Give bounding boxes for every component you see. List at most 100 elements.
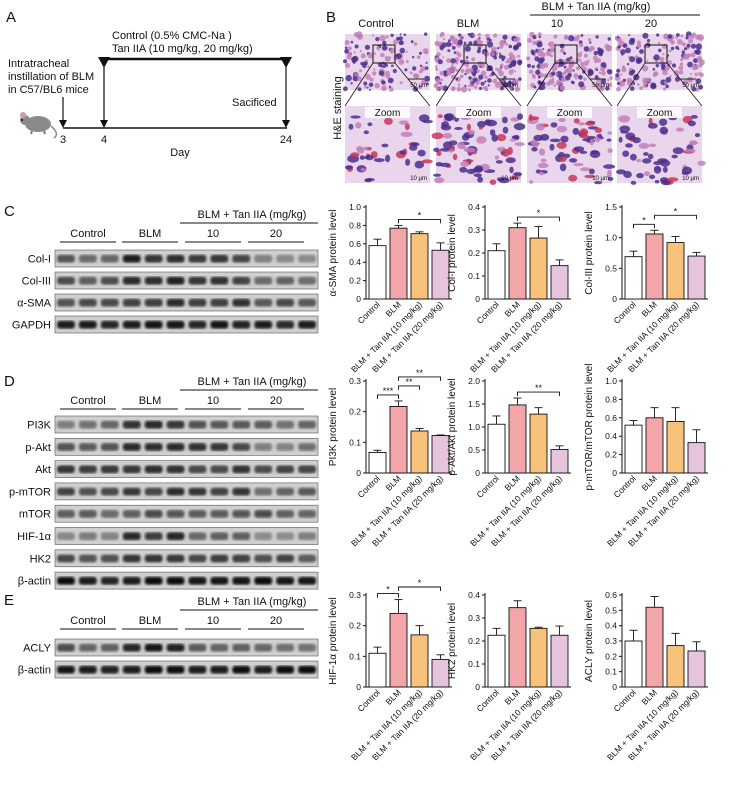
blot-band [78,254,97,263]
blot-band [276,420,295,429]
y-axis-label: Col-III protein level [584,211,595,294]
blot-band [232,420,251,429]
blot-group-label: BLM [139,228,162,240]
significance-label: * [537,208,541,218]
histology-image: 50 μm [342,31,431,92]
blot-band [122,254,141,263]
blot-strip [54,482,319,501]
blot-band [276,443,295,451]
bar [410,634,429,688]
scale-bar-label: 50 μm [410,83,427,89]
y-tick-label: 0 [356,294,361,304]
bar [508,227,527,300]
blot-band [254,420,273,429]
blot-band [78,320,97,329]
y-tick-label: 0.4 [468,202,480,212]
blot-band [122,665,141,674]
blot-band [276,554,295,563]
blot-band [232,298,251,307]
blot-band [210,443,229,451]
y-tick-label: 0.8 [605,394,617,404]
blot-band [254,443,273,451]
blot-group-label: BLM [139,615,162,627]
blot-band [144,276,163,285]
blot-band [188,510,207,518]
band-label: HIF-1α [17,531,52,543]
band-label: Col-I [28,254,51,266]
blot-band [144,532,163,541]
panel-letter-e: E [4,592,14,609]
blot-band [276,532,295,541]
blot-band [144,665,163,674]
blot-group-label: 10 [207,228,219,240]
blot-band [122,576,141,585]
blot-band [57,276,75,285]
day-axis-label: Day [170,147,190,159]
day-tick-4: 4 [101,134,107,146]
blot-band [100,420,119,429]
band-label: Col-III [22,276,51,288]
blot-band [166,276,185,285]
y-tick-label: 0.5 [605,605,617,615]
zoom-region-box [463,44,487,64]
bar [666,421,685,474]
y-axis-label: Col-I protein level [447,214,458,292]
bar [550,265,569,300]
blot-band [298,665,316,674]
blot-band [122,554,141,563]
histology-row-label: H&E staining [332,76,344,140]
y-tick-label: 1.0 [605,376,617,386]
y-tick-label: 0.4 [605,621,617,631]
blot-band [232,576,251,585]
bar [550,634,569,688]
day-tick-24: 24 [280,134,292,146]
blot-band [254,510,273,518]
blot-band [210,487,229,496]
significance-bracket [654,214,697,220]
histology-image: 50 μm [433,32,523,93]
significance-label: ** [535,383,543,393]
blot-band [78,665,97,674]
scale-bar-label: 50 μm [501,83,518,89]
instillation-line-3: in C57/BL6 mice [8,84,89,96]
blot-band [100,643,119,652]
blot-band [78,465,97,474]
blot-band [144,443,163,451]
blot-band [144,643,163,652]
instillation-line-1: Intratracheal [8,58,69,70]
y-tick-label: 1.0 [349,202,361,212]
blot-band [188,465,207,474]
zoom-scale-bar-label: 10 μm [592,176,609,182]
histology-zoom-image: Zoom 10 μm [431,106,526,185]
band-label: GAPDH [12,320,51,332]
zoom-region-box [372,44,396,64]
western-blot-c: BLM + Tan IIA (mg/kg) Control BLM 10 20 Col-I… [12,209,319,334]
significance-bracket [398,586,441,591]
blot-band [210,276,229,285]
blot-band [122,276,141,285]
blot-band [254,576,273,585]
blot-band [78,576,97,585]
y-tick-label: 0.3 [349,376,361,386]
blot-band [254,298,273,307]
significance-bracket [517,216,560,222]
bar [624,256,643,300]
band-label: HK2 [30,553,51,565]
bar [645,606,664,688]
blot-band [210,643,229,652]
y-tick-label: 0 [612,294,617,304]
blot-band [78,298,97,307]
blot-band [276,320,295,329]
significance-bracket [398,376,441,381]
blot-band [210,665,229,674]
blot-band [57,254,75,263]
blot-band [57,487,75,496]
blot-band [188,443,207,451]
blot-strip [54,504,319,523]
band-label: ACLY [23,643,52,655]
blot-treatment-header: BLM + Tan IIA (mg/kg) [198,209,307,221]
significance-bracket [633,223,655,229]
blot-band [298,643,316,652]
